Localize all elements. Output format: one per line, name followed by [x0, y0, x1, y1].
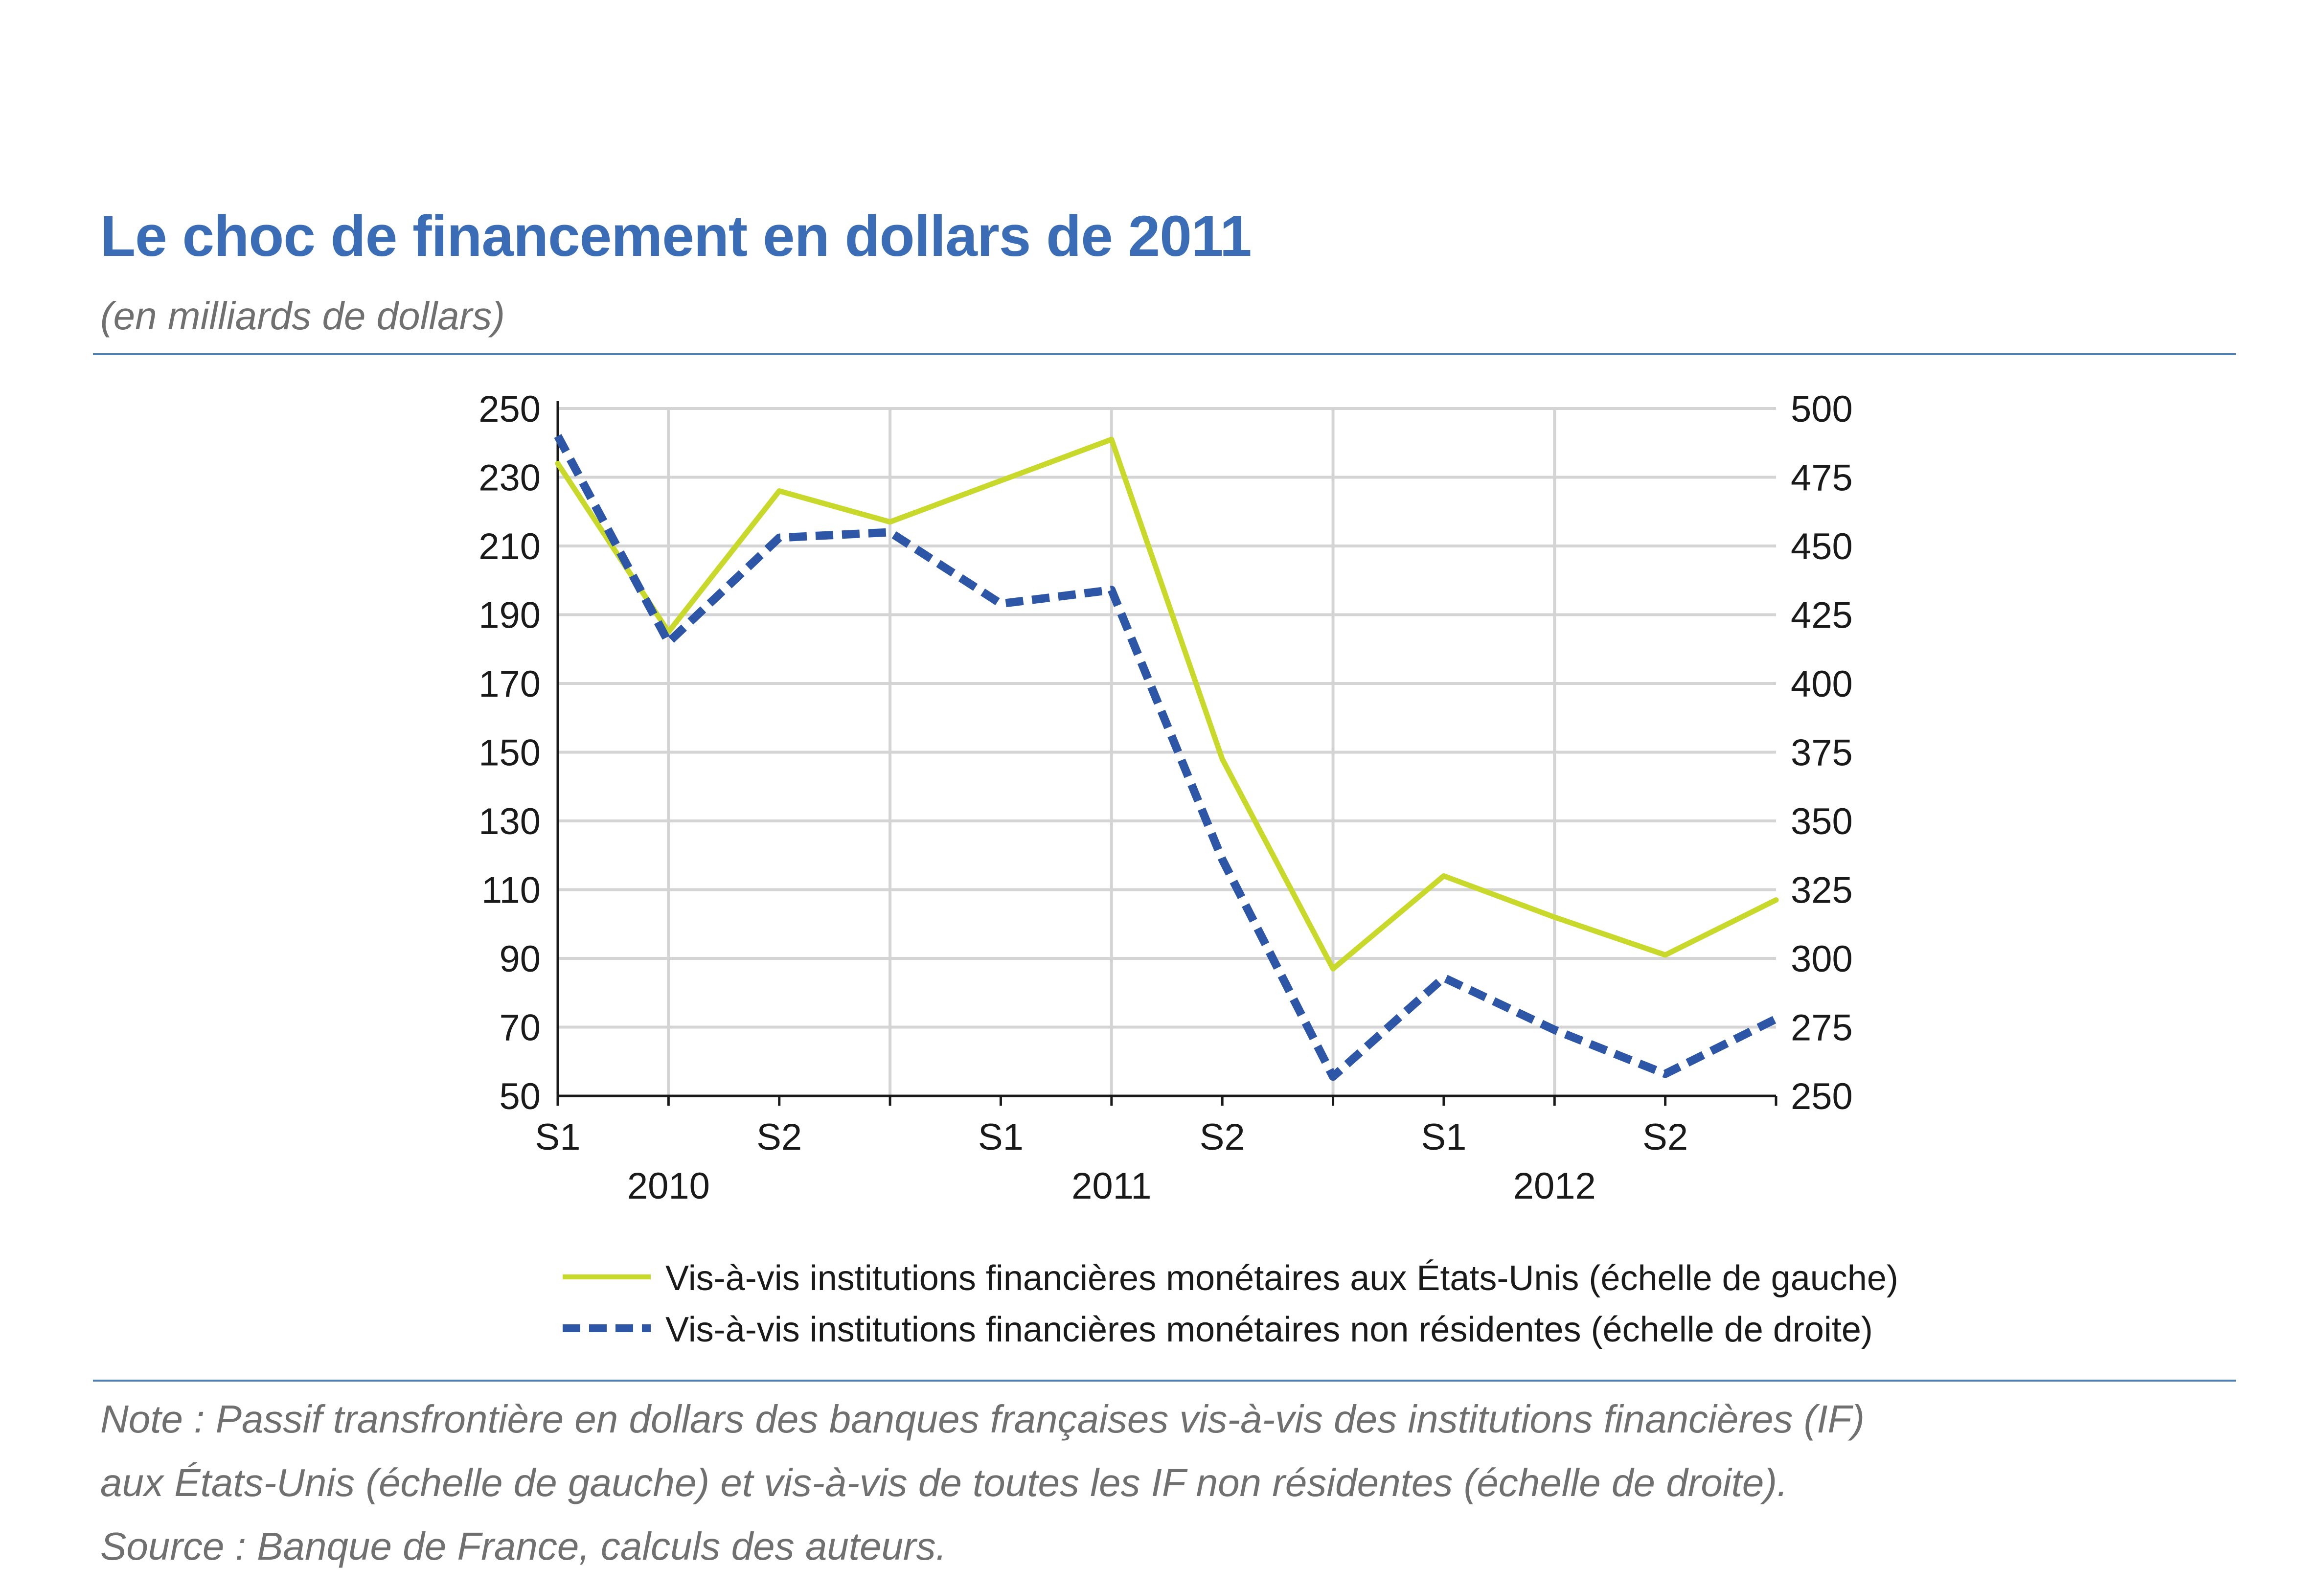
y-left-tick-label: 130 — [478, 801, 541, 842]
tick-labels: 50 70 90 110 130 150 170 190 210 230 250 250 275 300 3… — [478, 388, 1853, 1207]
top-divider — [93, 353, 2236, 355]
series-lines — [554, 434, 1779, 1081]
y-right-tick-label: 400 — [1791, 663, 1853, 705]
note-line-2: aux États-Unis (échelle de gauche) et vi… — [100, 1461, 1788, 1504]
legend-label-nonresident: Vis-à-vis institutions financières monét… — [665, 1310, 1873, 1349]
y-left-tick-label: 230 — [478, 457, 541, 499]
y-left-tick-label: 190 — [478, 595, 541, 636]
y-left-tick-label: 170 — [478, 663, 541, 705]
y-right-tick-label: 250 — [1791, 1076, 1853, 1117]
y-left-tick-label: 90 — [499, 938, 541, 980]
y-left-tick-label: 250 — [478, 388, 541, 430]
x-tick-label: S1 — [978, 1116, 1024, 1158]
bottom-divider — [93, 1380, 2236, 1382]
x-year-label: 2012 — [1513, 1165, 1596, 1207]
y-left-tick-label: 150 — [478, 732, 541, 774]
x-tick-label: S1 — [1421, 1116, 1466, 1158]
x-tick-label: S1 — [535, 1116, 581, 1158]
y-right-tick-label: 325 — [1791, 870, 1853, 911]
y-left-tick-label: 50 — [499, 1076, 541, 1117]
series-line-nonresident — [554, 434, 1778, 1081]
y-left-tick-label: 210 — [478, 526, 541, 568]
series-line-us — [555, 436, 1779, 972]
chart-subtitle: (en milliards de dollars) — [100, 294, 505, 338]
y-right-tick-label: 500 — [1791, 388, 1853, 430]
x-tick-label: S2 — [756, 1116, 802, 1158]
line-chart: 50 70 90 110 130 150 170 190 210 230 250 250 275 300 3… — [478, 388, 1898, 1349]
source-line: Source : Banque de France, calculs des a… — [100, 1524, 947, 1568]
x-tick-label: S2 — [1200, 1116, 1245, 1158]
legend-label-us: Vis-à-vis institutions financières monét… — [665, 1259, 1898, 1298]
chart-grid — [558, 407, 1776, 1096]
y-right-tick-label: 275 — [1791, 1007, 1853, 1049]
legend: Vis-à-vis institutions financières monét… — [563, 1259, 1898, 1349]
y-right-tick-label: 375 — [1791, 732, 1853, 774]
y-left-tick-label: 70 — [499, 1007, 541, 1049]
y-left-tick-label: 110 — [481, 870, 541, 911]
y-right-tick-label: 425 — [1791, 595, 1853, 636]
x-tick-label: S2 — [1642, 1116, 1688, 1158]
chart-title: Le choc de financement en dollars de 201… — [100, 204, 1252, 269]
y-right-tick-label: 300 — [1791, 938, 1853, 980]
y-right-tick-label: 450 — [1791, 526, 1853, 568]
x-year-label: 2010 — [627, 1165, 710, 1207]
x-year-label: 2011 — [1071, 1165, 1151, 1207]
y-right-tick-label: 475 — [1791, 457, 1853, 499]
note-line-1: Note : Passif transfrontière en dollars … — [100, 1397, 1865, 1441]
chart-axes — [556, 401, 1777, 1106]
y-right-tick-label: 350 — [1791, 801, 1853, 842]
